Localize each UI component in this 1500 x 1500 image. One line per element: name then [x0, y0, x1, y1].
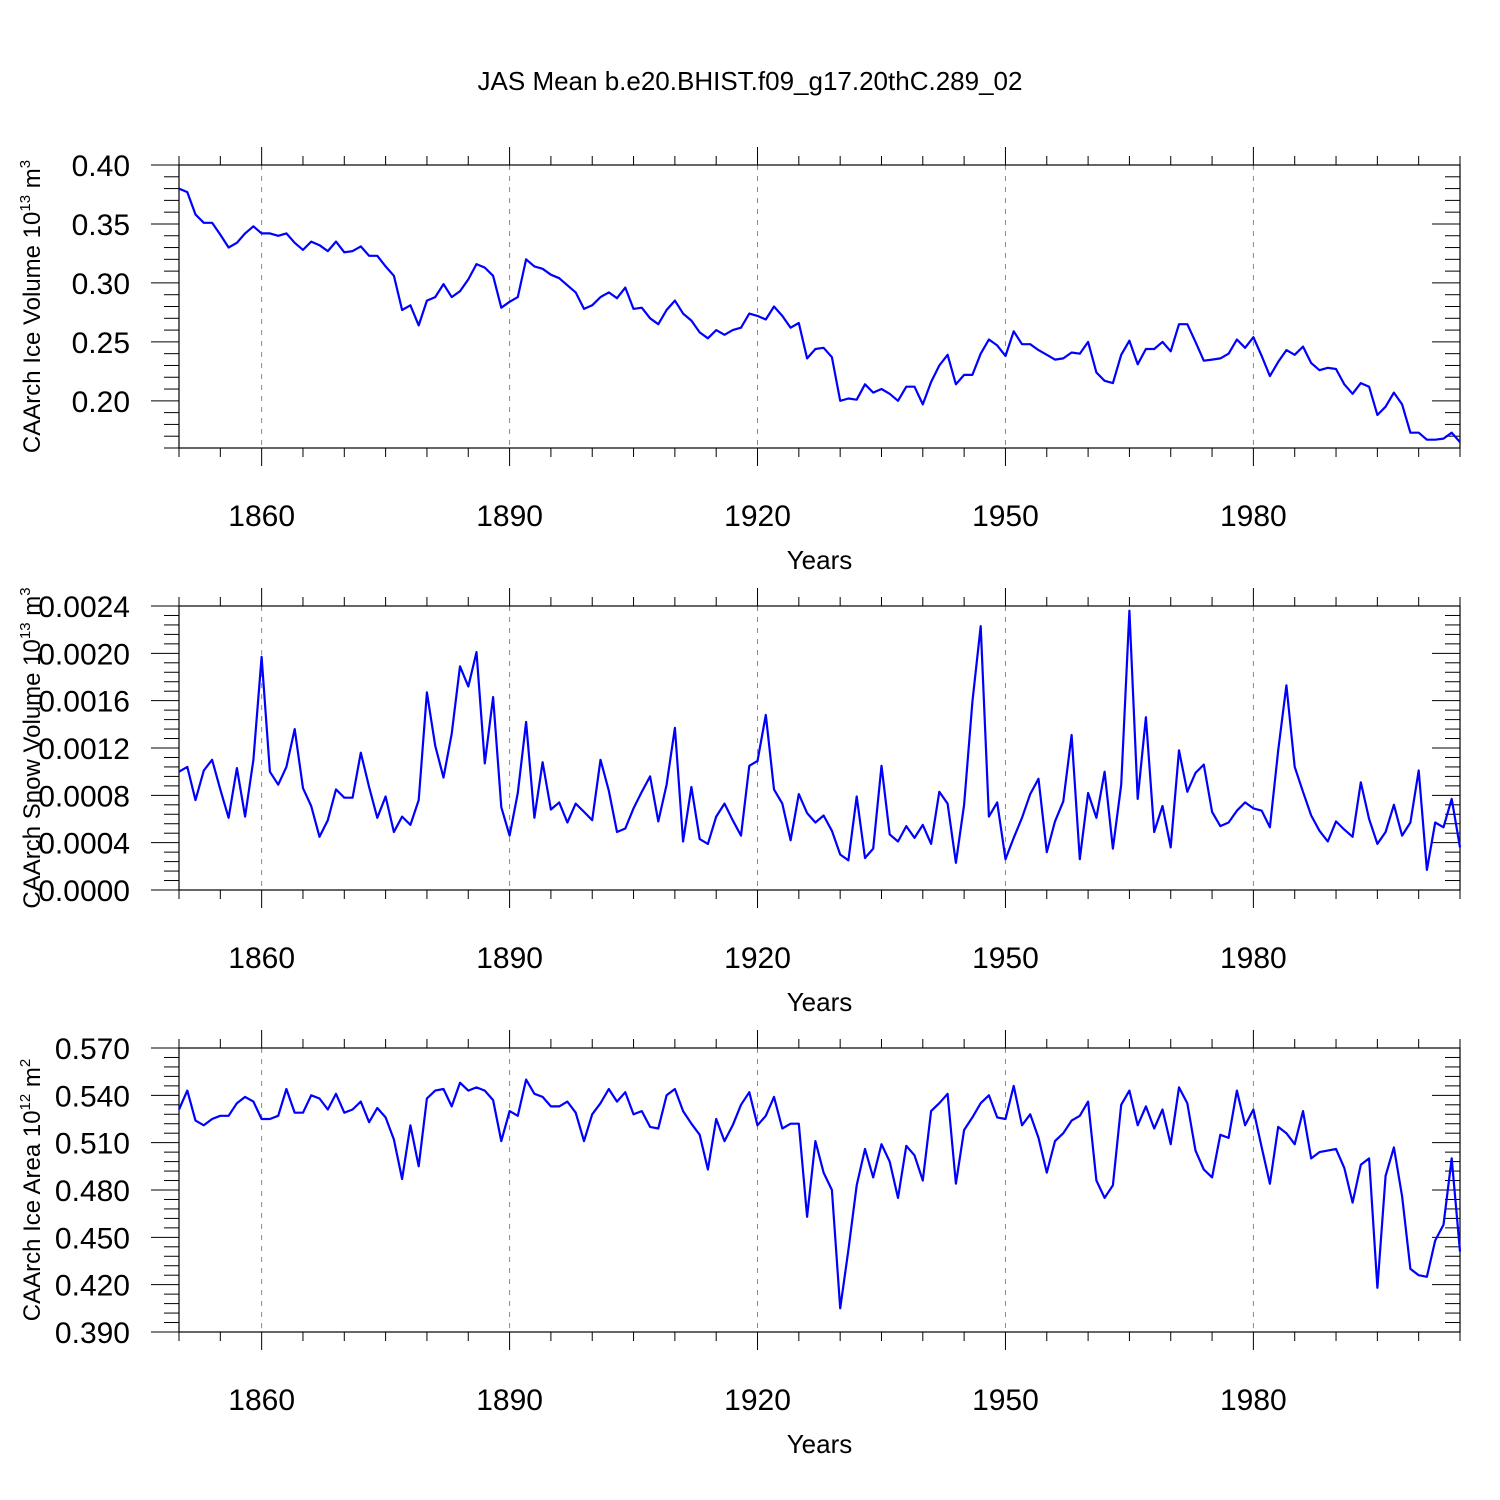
y-tick-label: 0.570 — [55, 1033, 130, 1066]
y-tick-label: 0.20 — [72, 386, 130, 419]
x-tick-label: 1890 — [476, 942, 543, 975]
y-tick-label: 0.0024 — [38, 591, 130, 624]
y-axis-label: CAArch Ice Area 1012 m2 — [17, 1059, 46, 1321]
x-tick-label: 1920 — [724, 1384, 791, 1417]
y-tick-label: 0.25 — [72, 327, 130, 360]
panel-1: 1860 1890 1920 1950 1980 Years 0.20 0.25 0.30 0.3… — [17, 147, 1461, 575]
x-tick-label: 1950 — [972, 1384, 1039, 1417]
panel-3: 1860 1890 1920 1950 1980 Years 0.390 0.420 0.450… — [17, 1030, 1462, 1459]
y-tick-label: 0.510 — [55, 1128, 130, 1161]
x-tick-label: 1950 — [972, 942, 1039, 975]
y-tick-label: 0.35 — [72, 209, 130, 242]
x-tick-label: 1980 — [1220, 500, 1287, 533]
x-tick-label: 1860 — [228, 942, 295, 975]
plot-frame — [178, 605, 1461, 891]
panels: 1860 1890 1920 1950 1980 Years 0.20 0.25 0.30 0.3… — [17, 147, 1462, 1459]
y-tick-label: 0.0012 — [38, 733, 130, 766]
y-axis-label: CAArch Ice Volume 1013 m3 — [17, 160, 46, 453]
x-tick-label: 1980 — [1220, 1384, 1287, 1417]
y-tick-label: 0.0020 — [38, 638, 130, 671]
y-tick-label: 0.540 — [55, 1080, 130, 1113]
y-tick-label: 0.480 — [55, 1175, 130, 1208]
series-line — [178, 187, 1461, 443]
y-tick-label: 0.0016 — [38, 686, 130, 719]
x-axis-label: Years — [787, 545, 853, 575]
x-tick-label: 1860 — [228, 1384, 295, 1417]
plot-frame — [178, 164, 1461, 449]
y-tick-label: 0.0000 — [38, 875, 130, 908]
series-line — [177, 1078, 1462, 1310]
y-tick-label: 0.450 — [55, 1222, 130, 1255]
y-axis-label: CAArch Snow Volume 1013 m3 — [17, 587, 46, 908]
plot-frame — [178, 1047, 1461, 1333]
chart-title: JAS Mean b.e20.BHIST.f09_g17.20thC.289_0… — [478, 66, 1023, 96]
x-axis-label: Years — [787, 1429, 853, 1459]
x-tick-label: 1920 — [724, 500, 791, 533]
panel-2: 1860 1890 1920 1950 1980 Years 0.0000 0.0004 0.0… — [17, 587, 1462, 1017]
y-tick-label: 0.420 — [55, 1270, 130, 1303]
x-tick-label: 1860 — [228, 500, 295, 533]
y-tick-label: 0.0008 — [38, 780, 130, 813]
x-tick-label: 1890 — [476, 1384, 543, 1417]
y-tick-label: 0.40 — [72, 150, 130, 183]
y-tick-label: 0.390 — [55, 1317, 130, 1350]
x-tick-label: 1890 — [476, 500, 543, 533]
x-tick-label: 1980 — [1220, 942, 1287, 975]
x-axis-label: Years — [787, 987, 853, 1017]
series-line — [178, 609, 1462, 872]
y-tick-label: 0.0004 — [38, 828, 130, 861]
y-tick-label: 0.30 — [72, 268, 130, 301]
x-tick-label: 1920 — [724, 942, 791, 975]
x-tick-label: 1950 — [972, 500, 1039, 533]
